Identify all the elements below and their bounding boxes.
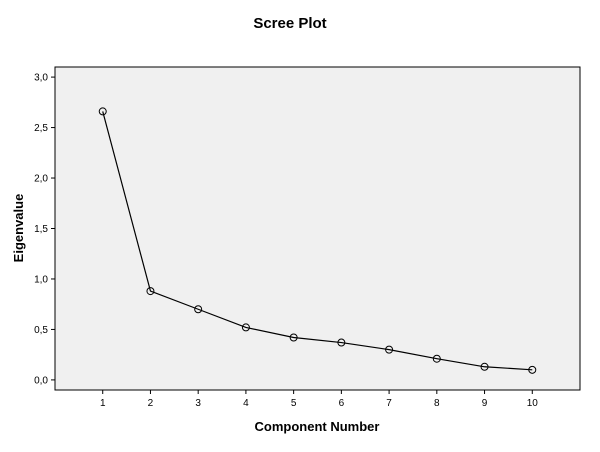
x-tick-label: 8 [434,398,440,409]
x-tick-label: 1 [100,398,106,409]
y-axis: 0,0 0,5 1,0 1,5 2,0 2,5 3,0 [34,73,55,386]
data-point-marker [194,305,203,314]
data-point-marker [98,107,107,116]
x-tick-label: 9 [482,398,488,409]
y-tick-label: 3,0 [34,73,48,84]
y-tick-label: 2,5 [34,123,48,134]
data-point-marker [146,287,155,296]
data-point-marker [241,323,250,332]
y-tick-label: 0,5 [34,325,48,336]
chart-title: Scree Plot [253,15,326,32]
plot-area [54,66,581,391]
y-tick-label: 1,5 [34,224,48,235]
eigenvalue-line [102,111,533,371]
data-point-marker [289,333,298,342]
x-tick-label: 10 [527,398,539,409]
data-point-marker [337,338,346,347]
y-tick-label: 1,0 [34,274,48,285]
data-point-marker [480,362,489,371]
x-tick-label: 6 [339,398,345,409]
x-tick-label: 3 [195,398,201,409]
x-tick-label: 7 [386,398,392,409]
series-layer [98,107,537,374]
x-tick-label: 2 [148,398,154,409]
x-axis: 1 2 3 4 5 6 7 8 9 10 [100,390,538,409]
data-point-marker [432,354,441,363]
x-tick-label: 4 [243,398,249,409]
x-tick-label: 5 [291,398,297,409]
data-point-marker [385,345,394,354]
y-axis-label: Eigenvalue [11,194,26,263]
data-point-marker [528,365,537,374]
y-tick-label: 0,0 [34,375,48,386]
y-tick-label: 2,0 [34,174,48,185]
x-axis-label: Component Number [255,419,380,434]
